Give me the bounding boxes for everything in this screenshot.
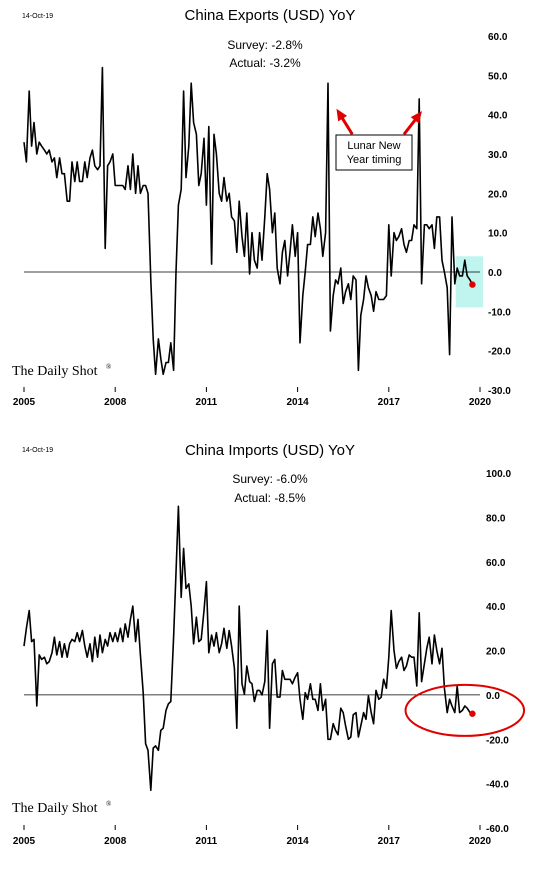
- annotation-arrows: [336, 108, 422, 136]
- y-tick-label: 100.0: [486, 469, 511, 480]
- y-tick-label: 60.0: [486, 558, 506, 569]
- actual-text: Actual: -3.2%: [229, 56, 301, 70]
- y-tick-label: 0.0: [486, 691, 500, 702]
- y-tick-label: 40.0: [488, 111, 508, 122]
- x-tick-label: 2008: [104, 397, 127, 408]
- x-tick-label: 2005: [13, 397, 36, 408]
- brand-logo: The Daily Shot: [12, 801, 98, 816]
- annotation-box: Lunar New Year timing: [335, 134, 413, 171]
- arrow-head-1: [336, 108, 348, 122]
- y-tick-label: 30.0: [488, 150, 508, 161]
- chart-title: China Imports (USD) YoY: [185, 442, 355, 459]
- x-axis: 2005 2008 2011 2014 2017 2020: [13, 825, 492, 847]
- y-tick-label: 20.0: [486, 647, 506, 658]
- latest-point-marker: [469, 710, 476, 717]
- x-tick-label: 2014: [286, 397, 309, 408]
- latest-point-marker: [469, 281, 476, 288]
- annotation-line-1: Lunar New: [347, 140, 400, 152]
- highlight-box: [455, 256, 484, 308]
- actual-text: Actual: -8.5%: [234, 491, 306, 505]
- imports-chart: 14-Oct-19 China Imports (USD) YoY Survey…: [12, 442, 526, 847]
- y-tick-label: -20.0: [486, 735, 509, 746]
- y-axis: 60.0 50.0 40.0 30.0 20.0 10.0 0.0 -10.0 -20.0 -30…: [488, 32, 511, 397]
- arrow-head-2: [410, 111, 422, 124]
- y-tick-label: 60.0: [488, 32, 508, 43]
- y-tick-label: 80.0: [486, 513, 506, 524]
- date-stamp: 14-Oct-19: [22, 447, 53, 454]
- y-tick-label: -40.0: [486, 780, 509, 791]
- annotation-line-2: Year timing: [347, 154, 402, 166]
- exports-chart: 14-Oct-19 China Exports (USD) YoY Survey…: [12, 7, 511, 408]
- x-tick-label: 2020: [469, 836, 492, 847]
- survey-text: Survey: -6.0%: [232, 472, 308, 486]
- x-tick-label: 2014: [286, 836, 309, 847]
- survey-text: Survey: -2.8%: [227, 38, 303, 52]
- date-stamp: 14-Oct-19: [22, 13, 53, 20]
- x-tick-label: 2017: [378, 836, 401, 847]
- y-tick-label: 50.0: [488, 71, 508, 82]
- chart-title: China Exports (USD) YoY: [185, 7, 356, 24]
- y-tick-label: 20.0: [488, 189, 508, 200]
- x-tick-label: 2008: [104, 836, 127, 847]
- x-tick-label: 2005: [13, 836, 36, 847]
- exports-series-line: [23, 66, 474, 376]
- x-tick-label: 2017: [378, 397, 401, 408]
- x-tick-label: 2011: [196, 836, 218, 847]
- brand-mark: ®: [106, 800, 112, 808]
- brand-mark: ®: [106, 363, 112, 371]
- brand-logo: The Daily Shot: [12, 364, 98, 379]
- x-tick-label: 2011: [196, 397, 218, 408]
- imports-series-line: [23, 505, 473, 792]
- y-tick-label: -30.0: [488, 386, 511, 397]
- highlight-circle: [404, 683, 526, 737]
- y-tick-label: -60.0: [486, 824, 509, 835]
- y-tick-label: 40.0: [486, 602, 506, 613]
- y-tick-label: -20.0: [488, 347, 511, 358]
- annotation-frame: [335, 134, 413, 171]
- x-axis: 2005 2008 2011 2014 2017 2020: [13, 387, 492, 408]
- y-tick-label: -10.0: [488, 307, 511, 318]
- y-tick-label: 0.0: [488, 268, 502, 279]
- y-axis: 100.0 80.0 60.0 40.0 20.0 0.0 -20.0 -40.0 -60.0: [486, 469, 511, 835]
- y-tick-label: 10.0: [488, 229, 508, 240]
- x-tick-label: 2020: [469, 397, 492, 408]
